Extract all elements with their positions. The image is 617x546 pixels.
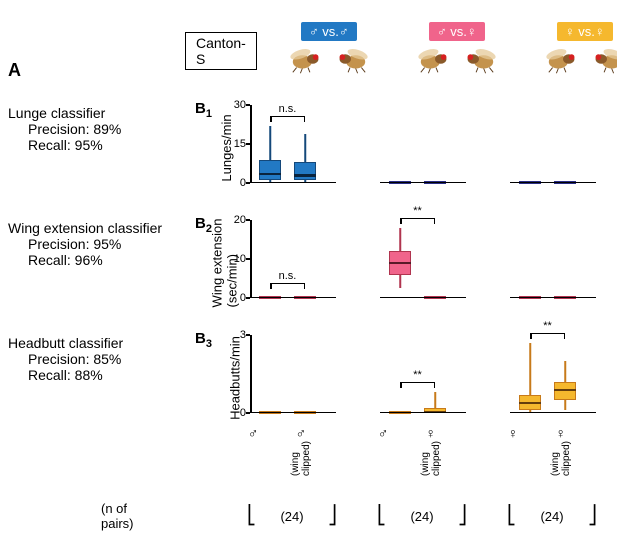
chart-row: Wing extension(sec/min)01020n.s.** — [190, 215, 608, 310]
significance-text: ** — [400, 205, 435, 217]
wing-clipped-label: (wingclipped) — [283, 441, 318, 476]
pair-header: ♂ vs.♀ — [397, 22, 517, 79]
chart-panel: ** — [478, 330, 608, 425]
fly-pair-icon — [545, 44, 617, 79]
chart-panel: Headbutts/min03 — [218, 330, 348, 425]
recall-text: Recall: 95% — [8, 137, 121, 153]
x-panel-labels: ♀ ♀(wingclipped) — [478, 425, 608, 476]
pair-header: ♂ vs.♂ — [269, 22, 389, 79]
n-pairs-label: (n of pairs) — [101, 501, 153, 531]
x-axis-labels: ♂ ♂(wingclipped) ♂ ♀(wingclipped) ♀ ♀(wingcli… — [190, 425, 608, 476]
chart-row: Lunges/min01530n.s. — [190, 100, 608, 195]
boxplot-box — [424, 335, 446, 413]
wing-clipped-label: (wingclipped) — [413, 441, 448, 476]
chart-panel — [348, 100, 478, 195]
x-column-label: ♀ — [508, 425, 519, 476]
x-column-label: ♀(wingclipped) — [543, 425, 578, 476]
pair-header: ♀ vs.♀ — [525, 22, 617, 79]
panel-b-label: B2 — [195, 215, 212, 235]
fly-icon — [587, 44, 617, 79]
tick-label: 20 — [234, 214, 246, 226]
boxplot-box — [519, 335, 541, 413]
pair-label: ♂ vs.♀ — [429, 22, 485, 41]
n-pairs-value: (24) — [227, 509, 357, 524]
tick-label: 10 — [234, 253, 246, 265]
chart-panel: Wing extension(sec/min)01020n.s. — [218, 215, 348, 310]
boxplot-box — [259, 105, 281, 183]
significance-text: ** — [530, 320, 565, 332]
panel-b-label: B3 — [195, 330, 212, 350]
x-column-label: ♂ — [248, 425, 259, 476]
classifier-name: Lunge classifier — [8, 105, 121, 121]
tick-label: 30 — [234, 99, 246, 111]
wing-clipped-label: (wingclipped) — [543, 441, 578, 476]
classifier-block: Lunge classifierPrecision: 89%Recall: 95… — [8, 105, 121, 153]
panel-b-label: B1 — [195, 100, 212, 120]
fly-pair-icon — [289, 44, 369, 79]
recall-text: Recall: 88% — [8, 367, 123, 383]
chart-panel: ** — [348, 215, 478, 310]
n-pairs-row: (n of pairs) (24)(24)(24) — [101, 501, 617, 531]
fly-icon — [417, 44, 455, 79]
pair-label: ♀ vs.♀ — [557, 22, 613, 41]
panel-a-label: A — [8, 60, 21, 81]
x-column-label: ♂ — [378, 425, 389, 476]
precision-text: Precision: 89% — [8, 121, 121, 137]
boxplot-box — [389, 220, 411, 298]
classifier-name: Headbutt classifier — [8, 335, 123, 351]
n-pairs-value: (24) — [487, 509, 617, 524]
boxplot-box — [554, 335, 576, 413]
significance-bracket: n.s. — [270, 283, 305, 284]
y-axis-label: Lunges/min — [219, 114, 234, 181]
fly-icon — [331, 44, 369, 79]
tick-label: 15 — [234, 138, 246, 150]
n-pairs-value: (24) — [357, 509, 487, 524]
precision-text: Precision: 85% — [8, 351, 123, 367]
x-column-label: ♀(wingclipped) — [413, 425, 448, 476]
x-panel-labels: ♂ ♀(wingclipped) — [348, 425, 478, 476]
x-panel-labels: ♂ ♂(wingclipped) — [218, 425, 348, 476]
pair-label: ♂ vs.♂ — [301, 22, 357, 41]
significance-bracket: ** — [400, 218, 435, 219]
strain-box: Canton-S — [185, 32, 257, 70]
chart-panel: ** — [348, 330, 478, 425]
classifier-block: Wing extension classifierPrecision: 95%R… — [8, 220, 162, 268]
classifier-name: Wing extension classifier — [8, 220, 162, 236]
chart-panel: Lunges/min01530n.s. — [218, 100, 348, 195]
chart-panel — [478, 215, 608, 310]
boxplot-box — [294, 105, 316, 183]
classifier-block: Headbutt classifierPrecision: 85%Recall:… — [8, 335, 123, 383]
fly-icon — [545, 44, 583, 79]
fly-icon — [459, 44, 497, 79]
fly-pair-icon — [417, 44, 497, 79]
fly-icon — [289, 44, 327, 79]
x-column-label: ♂(wingclipped) — [283, 425, 318, 476]
significance-bracket: ** — [530, 333, 565, 334]
header-row: Canton-S ♂ vs.♂ ♂ vs.♀ ♀ vs.♀ — [185, 22, 617, 79]
significance-text: n.s. — [270, 270, 305, 282]
chart-row: Headbutts/min03**** — [190, 330, 608, 425]
chart-panel — [478, 100, 608, 195]
precision-text: Precision: 95% — [8, 236, 162, 252]
recall-text: Recall: 96% — [8, 252, 162, 268]
